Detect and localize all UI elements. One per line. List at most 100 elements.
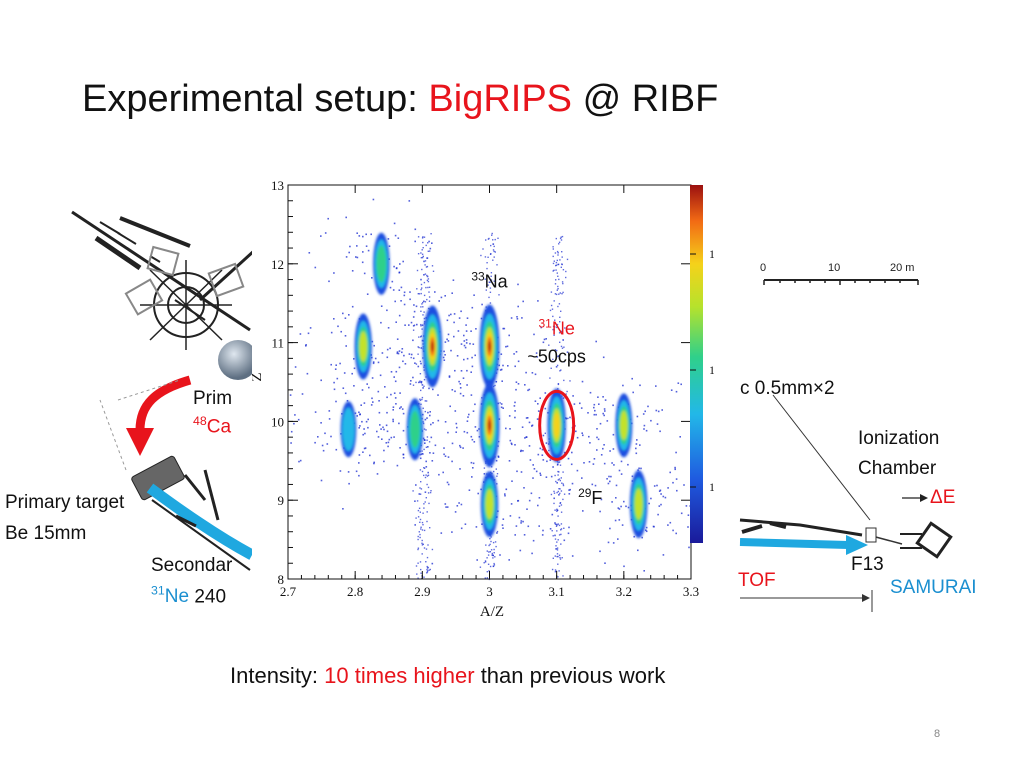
background-count: [301, 393, 304, 395]
streak-count: [416, 288, 418, 290]
background-count: [353, 385, 355, 387]
streak-count: [422, 421, 424, 423]
background-count: [417, 365, 420, 368]
background-count: [437, 394, 439, 396]
streak-count: [425, 400, 428, 402]
background-count: [415, 305, 418, 308]
background-count: [440, 296, 443, 299]
secondary-energy: 240: [194, 586, 227, 608]
streak-count: [559, 479, 561, 482]
background-count: [294, 414, 296, 416]
background-count: [363, 447, 366, 450]
background-count: [358, 411, 360, 414]
background-count: [503, 327, 506, 330]
background-count: [454, 511, 457, 513]
x-tick-label: 3.3: [683, 584, 699, 599]
background-count: [348, 251, 350, 254]
streak-count: [554, 326, 556, 328]
background-count: [542, 459, 545, 461]
streak-count: [420, 389, 422, 392]
ionization-line2: Chamber: [858, 458, 937, 479]
background-count: [657, 513, 659, 516]
background-count: [637, 469, 639, 471]
background-count: [308, 252, 311, 254]
streak-count: [417, 509, 420, 512]
streak-count: [562, 269, 565, 271]
background-count: [345, 256, 348, 258]
background-count: [471, 306, 474, 309]
y-tick-label: 8: [278, 572, 285, 587]
background-count: [615, 497, 617, 499]
streak-count: [421, 470, 424, 473]
background-count: [675, 532, 677, 535]
background-count: [454, 369, 456, 372]
streak-count: [422, 306, 424, 308]
background-count: [385, 442, 388, 444]
streak-count: [566, 258, 569, 261]
secondary-beam-isotope: 31Ne 240: [151, 584, 226, 609]
background-count: [409, 298, 411, 301]
background-count: [388, 438, 391, 441]
background-count: [465, 339, 468, 341]
streak-count: [491, 232, 493, 235]
background-count: [395, 370, 398, 373]
streak-count: [554, 349, 557, 351]
background-count: [675, 451, 677, 454]
isotope-cluster: [615, 393, 633, 458]
delta-e-label: ΔE: [930, 487, 956, 508]
streak-count: [494, 541, 497, 543]
streak-count: [558, 303, 561, 305]
streak-count: [555, 545, 557, 547]
streak-count: [417, 562, 419, 564]
streak-count: [552, 255, 554, 258]
background-count: [511, 443, 513, 446]
background-count: [502, 327, 504, 330]
streak-count: [492, 249, 495, 251]
background-count: [680, 512, 683, 515]
background-count: [399, 407, 401, 410]
background-count: [470, 461, 473, 464]
background-count: [365, 245, 368, 247]
background-count: [571, 451, 573, 454]
primary-beam-label: Prim: [193, 388, 233, 409]
background-count: [387, 327, 390, 329]
background-count: [459, 446, 462, 449]
background-count: [421, 339, 424, 342]
background-count: [427, 411, 429, 414]
background-count: [416, 323, 418, 326]
streak-count: [496, 264, 498, 266]
background-count: [635, 447, 637, 450]
streak-count: [425, 548, 428, 550]
background-count: [434, 444, 437, 447]
background-count: [579, 402, 581, 405]
streak-count: [425, 474, 427, 476]
background-count: [335, 448, 338, 451]
background-count: [496, 532, 498, 534]
background-count: [514, 416, 516, 419]
background-count: [422, 437, 425, 440]
streak-count: [480, 254, 482, 257]
streak-count: [420, 292, 422, 295]
streak-count: [555, 480, 557, 483]
background-count: [473, 441, 476, 443]
background-count: [468, 413, 470, 416]
streak-count: [420, 403, 422, 405]
background-count: [392, 418, 394, 421]
cluster-contour: [485, 488, 494, 520]
y-tick-label: 12: [271, 257, 284, 272]
background-count: [431, 562, 434, 565]
background-count: [414, 500, 416, 502]
background-count: [376, 473, 379, 475]
background-count: [545, 476, 548, 478]
streak-count: [417, 346, 419, 348]
streak-count: [484, 561, 487, 563]
background-count: [648, 502, 650, 505]
streak-count: [558, 505, 561, 507]
background-count: [340, 330, 342, 333]
background-count: [677, 382, 680, 384]
background-count: [603, 444, 605, 446]
background-count: [414, 240, 416, 243]
background-count: [447, 340, 450, 342]
background-count: [367, 426, 369, 429]
streak-count: [421, 253, 424, 255]
